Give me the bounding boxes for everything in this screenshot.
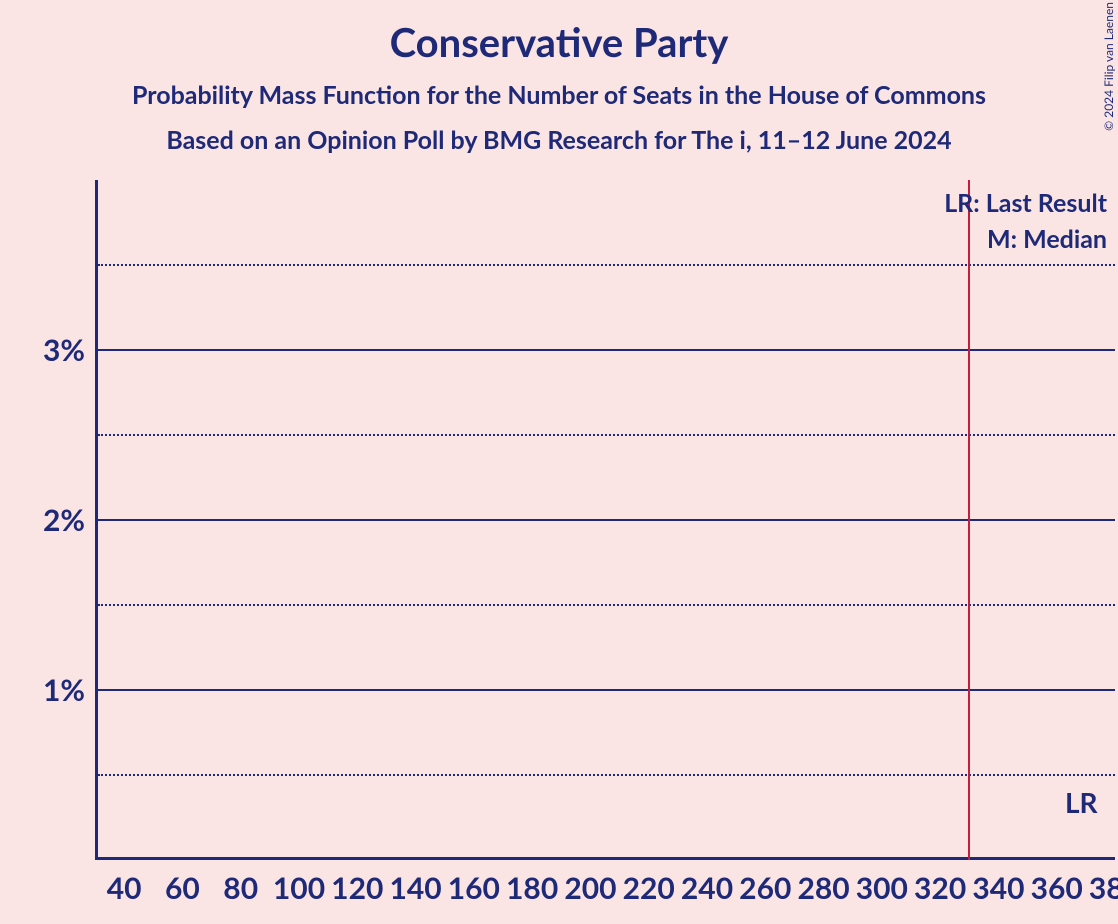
gridline-major xyxy=(98,519,1115,521)
gridline-minor xyxy=(98,264,1115,266)
gridline-major xyxy=(98,689,1115,691)
x-tick-label: 180 xyxy=(502,870,562,906)
x-tick-label: 120 xyxy=(327,870,387,906)
last-result-label: LR xyxy=(1065,785,1098,819)
legend-last-result: LR: Last Result xyxy=(944,188,1107,218)
plot-area: 1%2%3%4060801001201401601802002202402602… xyxy=(95,180,1115,860)
y-tick-label: 2% xyxy=(15,502,85,538)
x-tick-label: 260 xyxy=(735,870,795,906)
y-tick-label: 1% xyxy=(15,672,85,708)
gridline-minor xyxy=(98,434,1115,436)
x-tick-label: 300 xyxy=(852,870,912,906)
gridline-minor xyxy=(98,604,1115,606)
chart-subtitle-1: Probability Mass Function for the Number… xyxy=(0,80,1118,110)
x-tick-label: 280 xyxy=(794,870,854,906)
x-tick-label: 80 xyxy=(211,870,271,906)
legend-median: M: Median xyxy=(987,224,1107,254)
x-tick-label: 360 xyxy=(1027,870,1087,906)
x-tick-label: 200 xyxy=(560,870,620,906)
copyright-text: © 2024 Filip van Laenen xyxy=(1101,2,1116,131)
x-tick-label: 320 xyxy=(910,870,970,906)
x-tick-label: 160 xyxy=(444,870,504,906)
y-tick-label: 3% xyxy=(15,332,85,368)
x-tick-label: 240 xyxy=(677,870,737,906)
x-axis xyxy=(95,857,1115,860)
x-tick-label: 340 xyxy=(968,870,1028,906)
x-tick-label: 140 xyxy=(386,870,446,906)
gridline-minor xyxy=(98,774,1115,776)
x-tick-label: 40 xyxy=(94,870,154,906)
last-result-line xyxy=(968,180,970,860)
x-tick-label: 380 xyxy=(1085,870,1118,906)
x-tick-label: 100 xyxy=(269,870,329,906)
gridline-major xyxy=(98,349,1115,351)
chart-title: Conservative Party xyxy=(0,18,1118,66)
x-tick-label: 220 xyxy=(619,870,679,906)
x-tick-label: 60 xyxy=(152,870,212,906)
chart-subtitle-2: Based on an Opinion Poll by BMG Research… xyxy=(0,125,1118,155)
